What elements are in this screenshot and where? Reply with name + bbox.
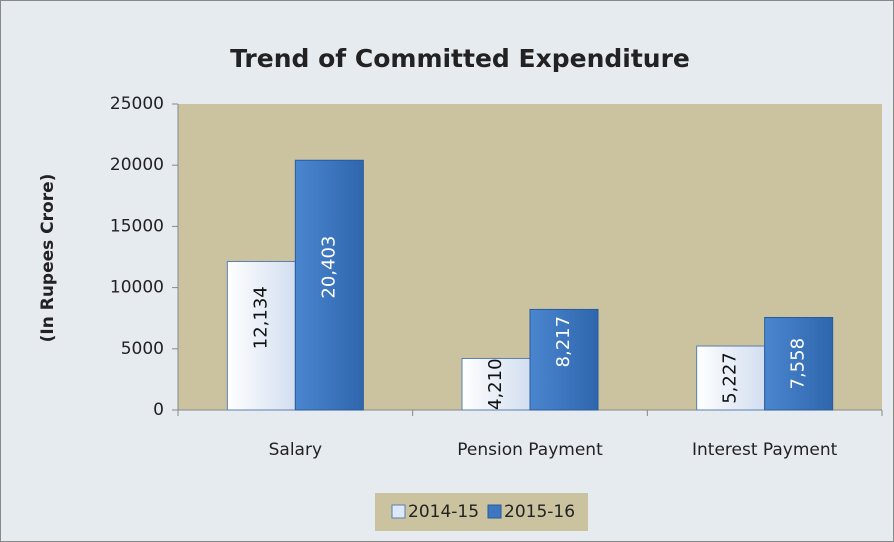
y-axis-label: (In Rupees Crore)	[38, 174, 58, 343]
value-label: 20,403	[318, 236, 339, 299]
bar	[294, 159, 364, 411]
legend-label: 2015-16	[504, 502, 575, 522]
value-label: 8,217	[553, 316, 574, 368]
x-tick-label: Pension Payment	[457, 440, 603, 460]
x-tick-label: Salary	[269, 440, 322, 460]
bar	[529, 308, 599, 411]
y-tick-label: 20000	[110, 155, 164, 175]
bar	[696, 345, 766, 411]
value-label: 5,227	[720, 352, 741, 404]
legend	[375, 493, 588, 531]
legend-swatch	[487, 504, 502, 519]
bar	[461, 357, 531, 411]
y-tick-label: 25000	[110, 94, 164, 114]
legend-swatch	[391, 504, 406, 519]
y-tick-label: 0	[153, 400, 164, 420]
value-label: 7,558	[788, 338, 809, 390]
value-label: 12,134	[250, 286, 271, 349]
y-tick-label: 10000	[110, 278, 164, 298]
bar	[226, 260, 296, 411]
chart-title: Trend of Committed Expenditure	[230, 44, 690, 73]
y-tick-label: 15000	[110, 216, 164, 236]
y-tick-label: 5000	[121, 339, 164, 359]
value-label: 4,210	[485, 358, 506, 410]
bar	[764, 316, 834, 411]
x-tick-label: Interest Payment	[692, 440, 838, 460]
legend-label: 2014-15	[408, 502, 479, 522]
